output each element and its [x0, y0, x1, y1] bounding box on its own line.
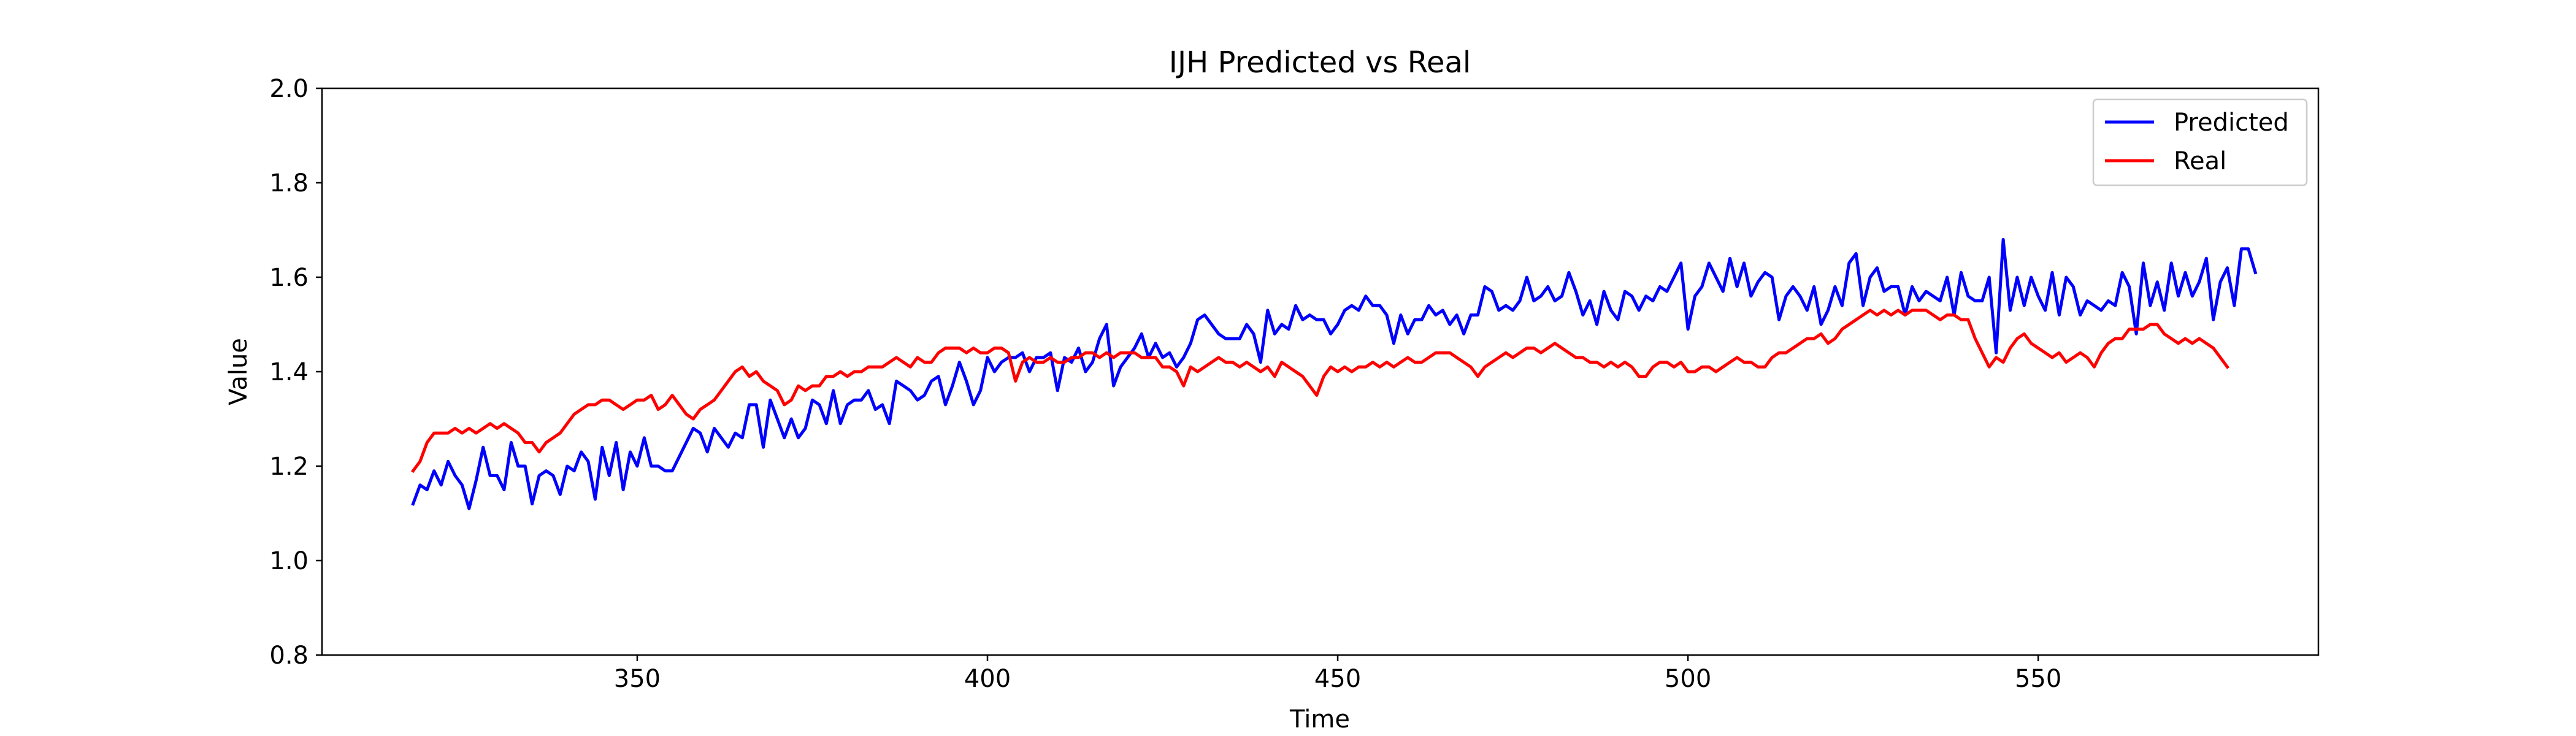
- y-tick-label: 2.0: [269, 75, 309, 103]
- y-tick-label: 1.4: [269, 358, 309, 386]
- x-tick-label: 400: [964, 665, 1011, 693]
- y-tick-label: 0.8: [269, 642, 309, 670]
- series-line-predicted: [411, 237, 2258, 510]
- series-line-real: [411, 309, 2229, 473]
- x-tick-label: 350: [614, 665, 661, 693]
- y-tick-label: 1.8: [269, 169, 309, 197]
- y-axis: 0.8 1.0 1.2 1.4 1.6 1.8 2.0: [269, 75, 322, 670]
- x-tick-label: 500: [1665, 665, 1711, 693]
- y-tick-label: 1.0: [269, 547, 309, 575]
- chart-title: IJH Predicted vs Real: [1169, 45, 1471, 80]
- legend: Predicted Real: [2092, 98, 2308, 186]
- x-axis: 350 400 450 500 550: [614, 655, 2061, 693]
- legend-label-predicted: Predicted: [2174, 109, 2289, 137]
- legend-label-real: Real: [2174, 147, 2226, 175]
- y-axis-title: Value: [224, 338, 253, 405]
- y-tick-label: 1.6: [269, 264, 309, 292]
- series-lines: [411, 237, 2258, 510]
- x-axis-title: Time: [1289, 705, 1350, 734]
- y-tick-label: 1.2: [269, 453, 309, 481]
- x-tick-label: 450: [1314, 665, 1361, 693]
- x-tick-label: 550: [2015, 665, 2061, 693]
